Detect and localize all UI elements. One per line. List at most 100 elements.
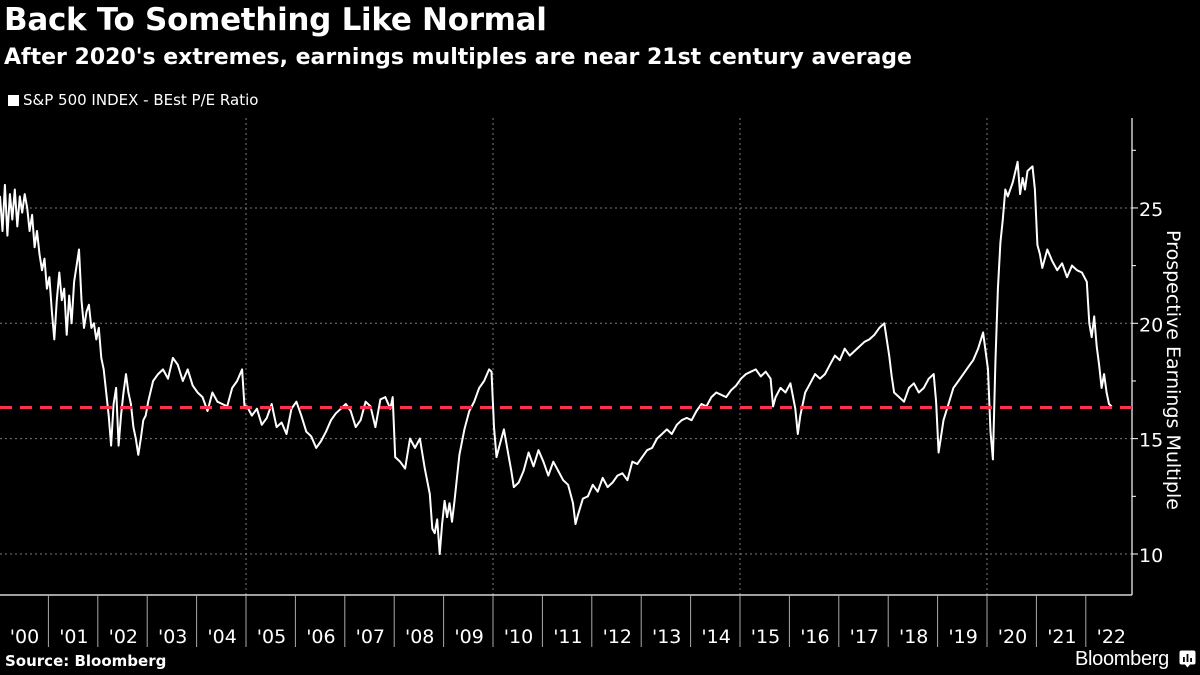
data-point [957, 380, 960, 382]
data-point [631, 460, 634, 463]
data-point [88, 304, 90, 306]
x-tick-label: '11 [553, 626, 582, 648]
data-point [1105, 391, 1108, 394]
data-point [102, 368, 105, 371]
data-point [1090, 336, 1093, 338]
x-tick-label: '07 [356, 626, 385, 648]
data-point [666, 428, 668, 431]
data-point [105, 391, 107, 394]
data-point [1041, 267, 1044, 269]
data-point [394, 456, 397, 458]
data-point [868, 338, 871, 341]
data-point [858, 345, 861, 348]
data-point [764, 370, 767, 373]
data-point [592, 484, 594, 486]
data-point [740, 377, 742, 380]
data-point [495, 456, 498, 458]
y-tick-label: 15 [1139, 430, 1163, 452]
data-point [490, 370, 493, 373]
data-point [300, 414, 303, 417]
data-point [720, 394, 722, 396]
x-axis: '00 '01 '02 '03 '04 '05 '06 '07 '08 '09 '10 '11 '12 '… [0, 594, 1132, 648]
bloomberg-logo: Bloomberg [1074, 648, 1169, 670]
y-axis: 10 15 20 25 [1131, 118, 1163, 595]
data-point [626, 479, 629, 482]
data-point [83, 327, 85, 329]
data-point [1016, 161, 1019, 163]
data-point [510, 470, 513, 472]
data-point [330, 419, 332, 422]
data-point [972, 359, 974, 362]
data-point [517, 481, 520, 484]
data-point [843, 347, 846, 350]
x-tick-label: '02 [109, 626, 138, 648]
data-point [532, 465, 535, 468]
data-point [147, 400, 149, 403]
data-point [779, 387, 782, 389]
data-point [409, 437, 411, 440]
data-point [90, 327, 93, 329]
data-point [349, 410, 352, 412]
data-point [937, 451, 940, 454]
data-point [261, 424, 263, 426]
data-point [804, 391, 806, 394]
x-tick-label: '12 [603, 626, 632, 648]
data-point [446, 516, 448, 518]
data-point [1103, 373, 1105, 375]
data-point [251, 414, 253, 417]
data-point [53, 338, 56, 341]
data-point [335, 412, 337, 415]
data-point [26, 207, 29, 209]
data-point [671, 433, 673, 435]
data-point [310, 435, 313, 438]
data-point [270, 403, 273, 405]
data-point [730, 389, 732, 392]
data-point [661, 433, 663, 435]
data-point [680, 419, 683, 422]
bloomberg-chart-icon [1179, 650, 1196, 668]
x-tick-label: '17 [850, 626, 879, 648]
data-point [834, 354, 836, 357]
data-point [280, 421, 283, 424]
data-point [574, 523, 577, 525]
data-point [6, 234, 9, 237]
data-point [221, 403, 224, 405]
data-point [935, 400, 937, 403]
x-tick-label: '14 [701, 626, 730, 648]
data-point [745, 373, 747, 375]
x-tick-label: '10 [504, 626, 533, 648]
data-point [903, 400, 905, 403]
data-point [48, 276, 51, 279]
data-point [241, 368, 243, 371]
data-point [829, 364, 831, 366]
data-point [117, 444, 120, 447]
data-point [236, 380, 238, 382]
data-point [755, 368, 757, 371]
data-point [379, 398, 382, 401]
data-point [458, 454, 461, 456]
data-point [750, 370, 752, 373]
data-point [962, 373, 965, 375]
x-tick-label: '05 [257, 626, 286, 648]
data-point [0, 195, 1, 198]
data-point [547, 474, 550, 477]
data-point [883, 322, 886, 325]
source-note: Source: Bloomberg [5, 652, 167, 670]
data-point [1046, 248, 1049, 251]
data-point [112, 403, 115, 405]
data-point [772, 405, 774, 408]
data-point [839, 359, 841, 362]
data-point [1056, 269, 1058, 272]
data-point [191, 384, 194, 387]
data-point [4, 184, 6, 186]
data-point [73, 281, 75, 283]
data-point [636, 463, 639, 465]
data-point [710, 396, 713, 398]
data-point [809, 382, 811, 385]
data-point [1, 230, 4, 232]
data-point [819, 377, 821, 380]
data-point [354, 426, 357, 428]
data-point [468, 410, 471, 412]
x-tick-label: '20 [998, 626, 1027, 648]
data-point [478, 387, 481, 389]
